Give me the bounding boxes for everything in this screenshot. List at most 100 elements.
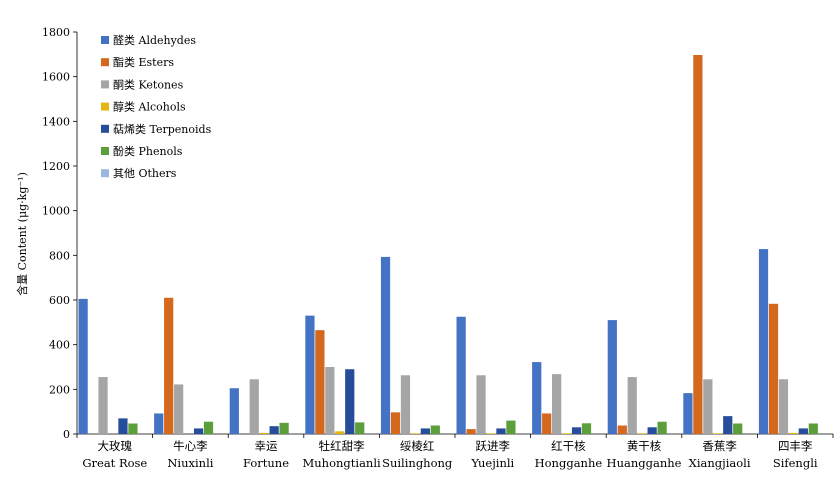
- legend-label: 酚类 Phenols: [113, 144, 183, 158]
- bar-2-7: [542, 413, 552, 434]
- bar-5-1: [118, 418, 128, 434]
- bar-6-9: [733, 423, 743, 434]
- bar-6-4: [355, 422, 365, 434]
- bar-3-6: [476, 375, 486, 434]
- category-label-zh: 绥棱红: [400, 439, 435, 453]
- bar-6-5: [430, 425, 440, 434]
- category-label-zh: 红干核: [551, 439, 586, 453]
- bar-3-7: [552, 374, 562, 434]
- category-label-zh: 四丰李: [778, 439, 813, 453]
- y-tick-label: 1400: [42, 115, 70, 128]
- bar-4-3: [259, 432, 269, 434]
- y-tick-label: 1000: [42, 205, 70, 218]
- legend-swatch: [101, 80, 109, 89]
- y-tick-label: 1200: [42, 160, 70, 173]
- bar-4-10: [788, 432, 798, 434]
- bar-2-2: [164, 297, 174, 434]
- bar-4-6: [486, 433, 496, 434]
- legend-swatch: [101, 102, 109, 111]
- bars: [78, 55, 818, 434]
- bar-3-9: [703, 379, 713, 434]
- bar-3-2: [174, 384, 184, 434]
- bar-1-6: [456, 316, 466, 434]
- bar-1-5: [380, 256, 391, 434]
- category-label-zh: 牡红甜李: [319, 439, 365, 453]
- bar-3-4: [325, 367, 335, 434]
- bar-2-9: [693, 55, 703, 434]
- y-tick-label: 400: [49, 339, 70, 352]
- bar-6-8: [657, 421, 667, 434]
- category-label-zh: 香蕉李: [702, 439, 737, 453]
- bar-5-3: [269, 426, 279, 434]
- category-label-en: Suilinghong: [382, 456, 453, 470]
- category-label-en: Muhongtianli: [302, 456, 381, 470]
- bar-2-8: [617, 425, 627, 434]
- bar-4-8: [637, 433, 647, 434]
- bar-4-9: [713, 433, 723, 434]
- bar-2-6: [466, 429, 476, 434]
- y-tick-label: 0: [63, 428, 70, 441]
- plot-frame: [76, 32, 834, 438]
- y-axis-title: 含量 Content (μg·kg⁻¹): [15, 172, 29, 296]
- bar-3-8: [627, 377, 637, 434]
- bar-4-7: [561, 433, 572, 434]
- bar-3-3: [249, 379, 259, 434]
- y-tick-label: 800: [49, 249, 70, 262]
- bar-4-5: [410, 433, 420, 434]
- category-label-zh: 黄干核: [627, 439, 662, 453]
- bar-1-4: [305, 315, 315, 434]
- bar-1-8: [607, 320, 617, 434]
- bar-5-6: [496, 428, 506, 434]
- bar-6-3: [279, 422, 289, 434]
- category-label-en: Niuxinli: [167, 456, 213, 470]
- category-label-zh: 幸运: [255, 439, 278, 453]
- bar-5-5: [420, 428, 430, 434]
- legend-swatch: [101, 147, 109, 155]
- legend-label: 其他 Others: [113, 167, 177, 180]
- y-tick-label: 600: [49, 294, 70, 307]
- bar-3-10: [778, 379, 789, 434]
- legend: 醛类 Aldehydes 酯类 Esters 酮类 Ketones 醇类 Alcoho…: [101, 33, 212, 180]
- legend-label: 醇类 Alcohols: [113, 100, 186, 114]
- bar-4-4: [335, 431, 345, 434]
- y-tick-label: 200: [49, 383, 70, 396]
- bar-5-8: [647, 427, 657, 434]
- bar-6-6: [506, 420, 516, 434]
- bar-3-1: [98, 377, 108, 434]
- y-tick-label: 1800: [42, 26, 70, 39]
- category-label-zh: 牛心李: [173, 439, 208, 453]
- legend-label: 酮类 Ketones: [113, 77, 184, 91]
- bar-2-5: [390, 412, 401, 434]
- bar-1-2: [154, 413, 164, 434]
- bar-5-4: [345, 369, 355, 434]
- bar-2-10: [768, 303, 779, 434]
- bar-1-7: [532, 362, 542, 434]
- category-label-en: Huangganhe: [607, 456, 682, 470]
- bar-5-7: [571, 427, 582, 434]
- bar-1-3: [229, 388, 239, 434]
- legend-label: 醛类 Aldehydes: [113, 33, 196, 47]
- legend-swatch: [101, 124, 109, 133]
- category-label-en: Great Rose: [82, 456, 147, 470]
- x-axis-labels: 大玫瑰 Great Rose 牛心李 Niuxinli 幸运 Fortune 牡红甜李 Muh…: [82, 439, 818, 470]
- category-label-en: Hongganhe: [535, 456, 603, 470]
- y-tick-label: 1600: [42, 71, 70, 84]
- bar-6-1: [128, 423, 138, 434]
- bar-6-7: [581, 423, 592, 434]
- bar-1-9: [683, 393, 693, 434]
- category-label-en: Xiangjiaoli: [689, 456, 751, 470]
- y-axis-ticks: 0 200 400 600 800 1000 1200 1400 1600 1800: [42, 26, 77, 441]
- category-label-en: Fortune: [243, 456, 289, 470]
- bar-3-5: [400, 375, 411, 434]
- legend-label: 酯类 Esters: [113, 55, 174, 69]
- legend-swatch: [101, 58, 109, 67]
- legend-swatch: [101, 36, 109, 44]
- category-label-zh: 大玫瑰: [98, 439, 133, 453]
- bar-1-1: [78, 298, 88, 434]
- bar-5-2: [193, 428, 204, 434]
- bar-1-10: [758, 249, 769, 434]
- bar-6-2: [203, 421, 214, 434]
- bar-5-9: [723, 416, 733, 434]
- bar-6-10: [808, 423, 818, 434]
